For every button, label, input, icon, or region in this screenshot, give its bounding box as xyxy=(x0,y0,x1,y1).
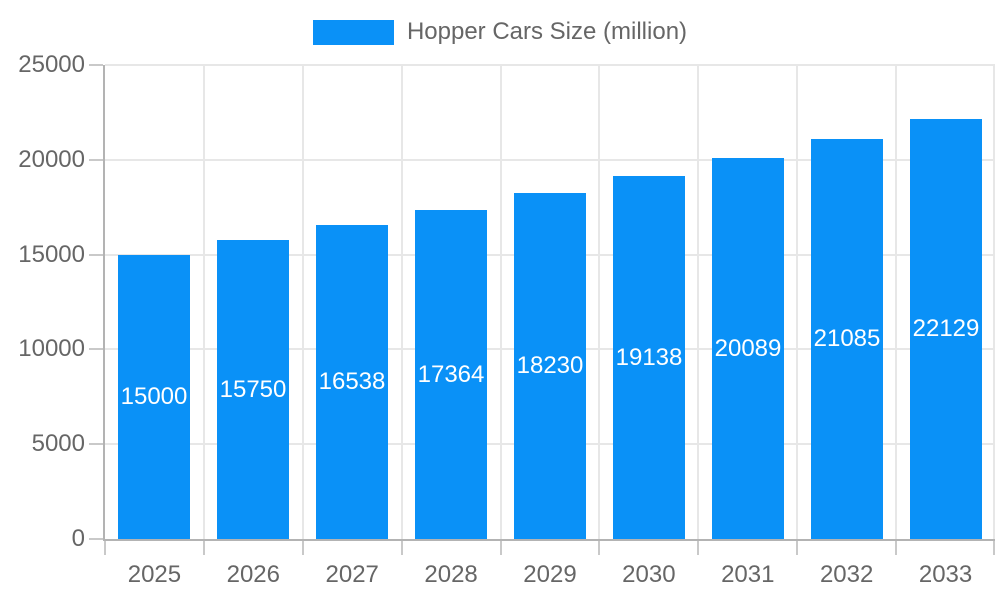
bar-2025[interactable]: 15000 xyxy=(118,255,190,539)
y-axis-tick-label: 20000 xyxy=(18,145,85,173)
x-axis-label-2030: 2030 xyxy=(622,561,676,588)
v-gridline xyxy=(401,65,403,539)
y-tick-mark xyxy=(89,253,103,256)
bar-value-label: 18230 xyxy=(516,352,584,379)
v-gridline xyxy=(697,65,699,539)
legend-label: Hopper Cars Size (million) xyxy=(406,18,688,45)
y-tick-mark xyxy=(89,538,103,540)
x-axis-label-2033: 2033 xyxy=(918,561,973,588)
bar-value-label: 17364 xyxy=(417,360,485,388)
x-tick-mark xyxy=(500,541,502,555)
bar-2033[interactable]: 22129 xyxy=(910,119,982,539)
legend-item[interactable]: Hopper Cars Size (million) xyxy=(312,18,688,46)
y-axis-tick-label: 25000 xyxy=(18,51,85,78)
v-gridline xyxy=(796,65,798,539)
y-axis-tick-label: 0 xyxy=(71,525,85,552)
x-tick-mark xyxy=(697,541,699,555)
y-axis-tick-label: 10000 xyxy=(18,335,85,363)
x-axis-label-2029: 2029 xyxy=(523,561,577,588)
v-gridline xyxy=(302,65,304,539)
y-tick-mark xyxy=(89,443,103,446)
bar-2031[interactable]: 20089 xyxy=(712,158,784,539)
x-tick-mark xyxy=(401,541,403,555)
h-gridline xyxy=(105,64,995,66)
x-tick-mark xyxy=(993,541,995,555)
bar-value-label: 22129 xyxy=(912,315,980,342)
x-axis-label-2027: 2027 xyxy=(325,561,379,588)
bar-2032[interactable]: 21085 xyxy=(811,139,883,539)
x-axis-label-2031: 2031 xyxy=(721,561,775,588)
x-axis-label-2025: 2025 xyxy=(127,561,182,588)
x-tick-mark xyxy=(895,541,897,555)
plot-area: 15000 15750 16538 17364 18230 19138 20089 21085… xyxy=(89,64,995,555)
bar-2029[interactable]: 18230 xyxy=(514,193,586,539)
v-gridline xyxy=(895,65,897,539)
y-tick-mark xyxy=(89,64,103,66)
v-gridline xyxy=(598,65,600,539)
bar-value-label: 15750 xyxy=(219,375,287,403)
bar-2030[interactable]: 19138 xyxy=(613,176,685,539)
h-gridline xyxy=(105,158,995,161)
y-axis: 0 5000 10000 15000 20000 25000 xyxy=(0,51,85,552)
y-tick-mark xyxy=(89,158,103,161)
y-axis-tick-label: 5000 xyxy=(31,430,85,458)
x-axis: 2025 2026 2027 2028 2029 2030 2031 2032 2033 xyxy=(105,560,995,590)
legend-swatch xyxy=(312,19,394,45)
x-axis-label-2032: 2032 xyxy=(819,561,874,588)
x-tick-mark xyxy=(104,541,106,555)
bar-value-label: 15000 xyxy=(120,383,188,410)
y-axis-tick-label: 15000 xyxy=(18,240,85,268)
bar-2028[interactable]: 17364 xyxy=(415,210,487,539)
bar-2026[interactable]: 15750 xyxy=(217,240,289,539)
x-tick-mark xyxy=(796,541,798,555)
bar-value-label: 16538 xyxy=(318,368,386,395)
bar-2027[interactable]: 16538 xyxy=(316,225,388,539)
v-gridline xyxy=(993,65,995,539)
v-gridline xyxy=(500,65,502,539)
v-gridline xyxy=(203,65,205,539)
x-tick-mark xyxy=(598,541,600,555)
x-tick-mark xyxy=(302,541,304,555)
bar-value-label: 21085 xyxy=(813,325,881,352)
y-tick-mark xyxy=(89,348,103,351)
x-axis-label-2026: 2026 xyxy=(226,561,280,588)
bar-value-label: 19138 xyxy=(615,343,683,371)
bar-value-label: 20089 xyxy=(714,334,782,362)
legend: Hopper Cars Size (million) xyxy=(0,18,1000,46)
x-tick-mark xyxy=(203,541,205,555)
x-axis-label-2028: 2028 xyxy=(424,561,478,588)
